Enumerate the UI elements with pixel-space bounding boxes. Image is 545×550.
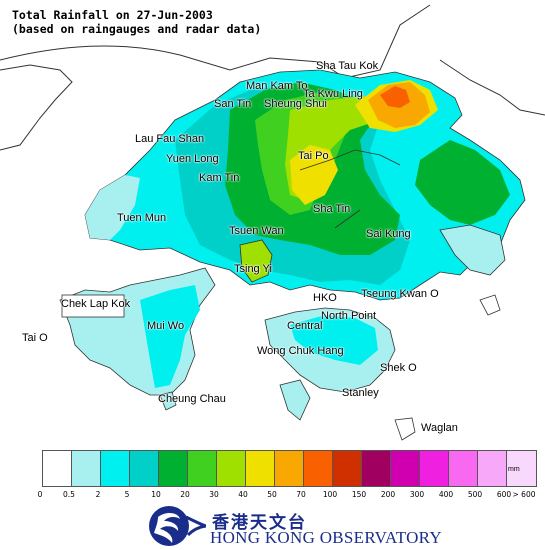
legend-swatch xyxy=(188,451,217,486)
legend-swatch xyxy=(246,451,275,486)
tap-mun-island xyxy=(479,294,501,316)
legend-swatch xyxy=(449,451,478,486)
legend-swatch xyxy=(478,451,507,486)
legend-swatch xyxy=(507,451,536,486)
legend-tick-label: 50 xyxy=(267,490,277,499)
shing-mun-line xyxy=(334,209,361,229)
observatory-logo-icon xyxy=(149,506,206,546)
place-sheung-shui: Sheung Shui xyxy=(264,98,327,110)
legend-tick-label: 150 xyxy=(351,490,367,499)
legend-swatch xyxy=(391,451,420,486)
legend-tick-label: 400 xyxy=(438,490,454,499)
legend-tick-label: 300 xyxy=(409,490,425,499)
rain-area-west-pale xyxy=(85,175,140,240)
organization-name-cn: 香港天文台 xyxy=(212,513,307,533)
legend-tick-label: 0.5 xyxy=(63,490,75,499)
place-lau-fau-shan: Lau Fau Shan xyxy=(135,133,205,145)
legend-tick-label: 600 xyxy=(496,490,512,499)
airport-island xyxy=(61,294,125,318)
tsing-yi-island xyxy=(239,239,273,283)
map-title-line2: (based on raingauges and radar data) xyxy=(12,22,262,36)
place-tai-o: Tai O xyxy=(22,332,48,344)
legend-tick-label: 200 xyxy=(380,490,396,499)
legend-tick-label: 10 xyxy=(151,490,161,499)
place-sai-kung: Sai Kung xyxy=(366,228,411,240)
place-kam-tin: Kam Tin xyxy=(199,172,240,184)
legend-swatch xyxy=(217,451,246,486)
hk-island-cyan xyxy=(290,315,378,365)
east-islands xyxy=(439,224,506,276)
place-north-point: North Point xyxy=(321,310,377,322)
place-stanley: Stanley xyxy=(342,387,379,399)
place-waglan: Waglan xyxy=(421,422,458,434)
legend-swatch xyxy=(420,451,449,486)
place-sha-tin: Sha Tin xyxy=(313,203,351,215)
place-shek-o: Shek O xyxy=(380,362,417,374)
lantau-cyan xyxy=(140,285,200,388)
place-tai-po: Tai Po xyxy=(298,150,329,162)
legend-swatch xyxy=(362,451,391,486)
rain-area-east-green xyxy=(415,140,510,225)
rain-area-dark-orange xyxy=(380,86,410,108)
legend-tick-label: 500 xyxy=(467,490,483,499)
legend-tick-label: 0 xyxy=(37,490,43,499)
place-man-kam-to: Man Kam To xyxy=(246,80,308,92)
organization-name-en: HONG KONG OBSERVATORY xyxy=(210,528,442,547)
mirs-bay-coast xyxy=(439,59,545,116)
legend-swatch xyxy=(159,451,188,486)
place-tsuen-wan: Tsuen Wan xyxy=(229,225,284,237)
legend-tick-label: 2 xyxy=(95,490,101,499)
legend-tick-label: 30 xyxy=(209,490,219,499)
legend-swatch xyxy=(101,451,130,486)
legend-tick-label: 20 xyxy=(180,490,190,499)
waglan-islands xyxy=(394,417,416,441)
legend-swatch xyxy=(333,451,362,486)
legend-swatch xyxy=(130,451,159,486)
place-tsing-yi: Tsing Yi xyxy=(234,263,272,275)
lamma-island xyxy=(279,379,311,421)
place-sha-tau-kok: Sha Tau Kok xyxy=(316,60,379,72)
place-cheung-chau: Cheung Chau xyxy=(158,393,226,405)
legend-swatch xyxy=(43,451,72,486)
place-tuen-mun: Tuen Mun xyxy=(117,212,167,224)
cheung-chau-island xyxy=(159,391,177,411)
legend-tick-label: 70 xyxy=(296,490,306,499)
mainland-coast xyxy=(0,64,73,151)
rain-area-yellow xyxy=(290,145,338,205)
place-mui-wo: Mui Wo xyxy=(147,320,185,332)
place-chek-lap-kok: Chek Lap Kok xyxy=(61,298,131,310)
legend-tick-label: 100 xyxy=(322,490,338,499)
place-yuen-long: Yuen Long xyxy=(166,153,219,165)
place-central: Central xyxy=(287,320,323,332)
place-wong-chuk-hang: Wong Chuk Hang xyxy=(257,345,344,357)
place-ta-kwu-ling: Ta Kwu Ling xyxy=(303,88,363,100)
place-hko: HKO xyxy=(313,292,337,304)
legend-unit: mm xyxy=(508,466,520,473)
legend-swatch xyxy=(304,451,333,486)
tolo-harbour xyxy=(299,149,401,171)
mainland-boundary xyxy=(0,4,431,79)
legend-swatch xyxy=(72,451,101,486)
place-tseung-kwan-o: Tseung Kwan O xyxy=(361,288,439,300)
legend-tick-label: 5 xyxy=(124,490,130,499)
map-title-line1: Total Rainfall on 27-Jun-2003 xyxy=(12,8,213,22)
legend-tick-label: > 600 xyxy=(512,490,536,499)
legend-color-bar xyxy=(42,450,537,487)
legend-swatch xyxy=(275,451,304,486)
legend-tick-label: 40 xyxy=(238,490,248,499)
place-san-tin: San Tin xyxy=(214,98,252,110)
